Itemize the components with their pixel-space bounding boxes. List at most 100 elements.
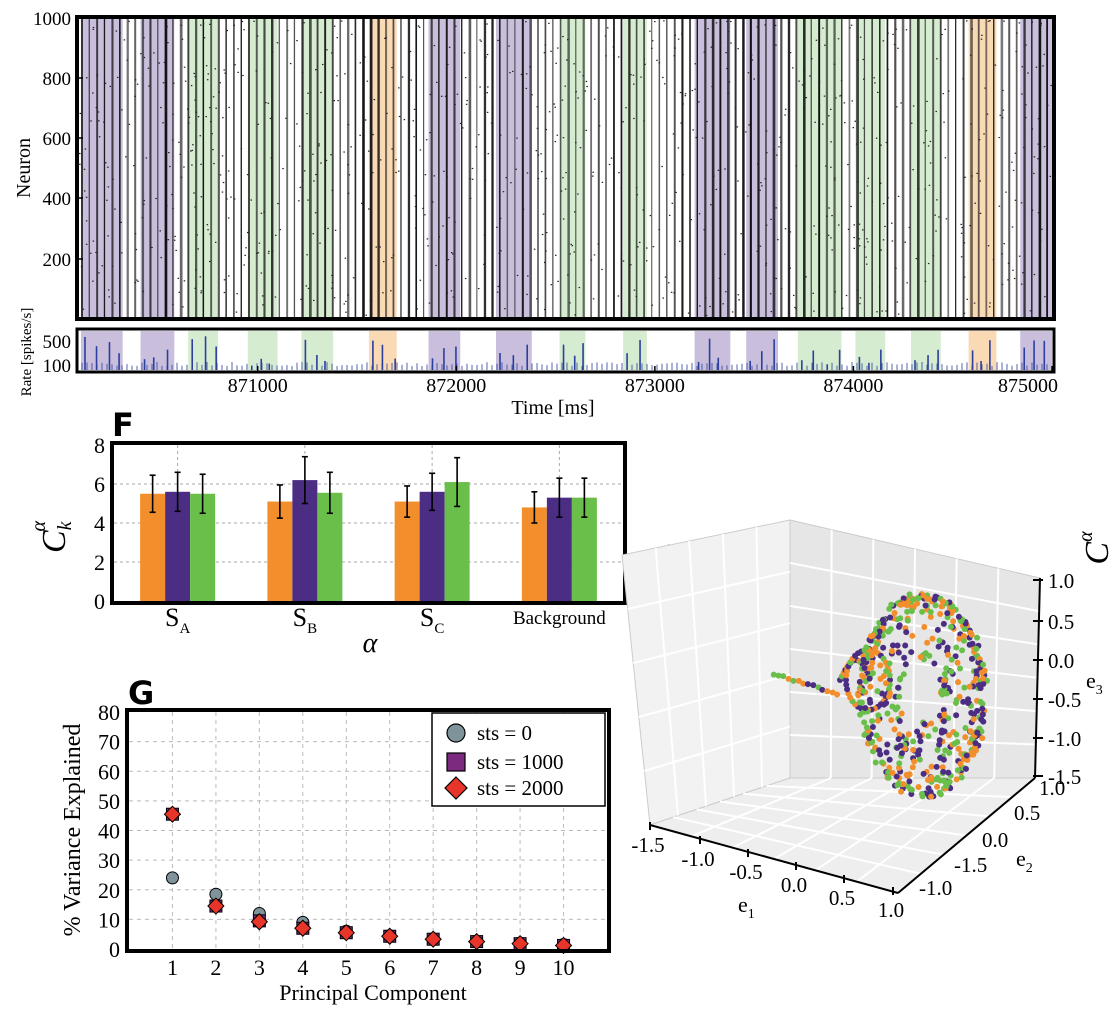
trajectory-point (979, 675, 986, 682)
trajectory-point (917, 738, 924, 745)
spike-dot (219, 174, 222, 176)
spike-dot (258, 242, 261, 244)
spike-dot (95, 106, 98, 109)
spike-dot (424, 174, 427, 176)
spike-column (210, 19, 213, 317)
trajectory-point (961, 684, 968, 691)
spike-dot (934, 214, 936, 216)
spike-dot (307, 287, 310, 290)
spike-dot (843, 102, 846, 104)
spike-dot (103, 121, 105, 123)
spike-column (635, 19, 638, 317)
spike-dot (604, 35, 607, 37)
spike-dot (331, 274, 333, 277)
spike-dot (979, 180, 981, 182)
spike-dot (303, 22, 305, 24)
spike-dot (971, 28, 974, 30)
spike-dot (557, 47, 559, 49)
spike-dot (413, 108, 416, 110)
g-y-tick: 10 (98, 907, 120, 932)
spike-dot (815, 233, 817, 235)
trajectory-point (936, 741, 943, 748)
spike-dot (479, 39, 481, 41)
trajectory-point (968, 631, 975, 638)
spike-dot (267, 252, 270, 254)
spike-dot (497, 39, 499, 42)
spike-dot (764, 24, 767, 26)
spike-dot (585, 129, 587, 132)
spike-dot (199, 276, 202, 278)
spike-dot (209, 233, 211, 235)
spike-dot (143, 37, 145, 39)
spike-dot (757, 260, 760, 263)
spike-dot (330, 154, 332, 156)
f-y-tick: 2 (94, 550, 105, 575)
trajectory-point (951, 740, 958, 747)
trajectory-point (876, 628, 883, 635)
spike-dot (904, 241, 906, 243)
spike-dot (927, 262, 930, 265)
spike-dot (823, 95, 826, 97)
spike-dot (169, 165, 171, 168)
rate-tick-500: 500 (43, 332, 72, 353)
spike-dot (390, 290, 392, 292)
spike-dot (548, 22, 550, 24)
spike-column (430, 19, 433, 317)
spike-dot (966, 298, 969, 300)
spike-dot (125, 156, 127, 158)
spike-dot (224, 72, 226, 74)
spike-dot (483, 234, 486, 236)
trajectory-point (960, 632, 967, 639)
spike-dot (759, 189, 761, 191)
spike-dot (206, 224, 209, 226)
spike-dot (795, 308, 797, 310)
legend-marker-square (446, 752, 466, 772)
spike-dot (331, 52, 333, 54)
spike-dot (490, 122, 493, 124)
point-sts = 2000 (424, 930, 442, 948)
spike-dot (443, 170, 445, 172)
spike-dot (564, 85, 567, 87)
spike-dot (486, 111, 489, 113)
trajectory-point (935, 643, 942, 650)
h-grid-lines (627, 526, 1041, 883)
spike-dot (687, 312, 690, 314)
spike-dot (324, 194, 326, 197)
spike-dot (143, 203, 145, 205)
spike-dot (135, 248, 138, 251)
spike-dot (80, 266, 83, 268)
point-sts = 2000 (207, 897, 225, 915)
f-y-tick: 6 (94, 472, 105, 497)
spike-column (286, 19, 289, 317)
spike-dot (475, 146, 477, 148)
trajectory-point (979, 735, 986, 742)
trajectory-point (886, 690, 893, 697)
spike-dot (540, 170, 543, 173)
spike-dot (372, 133, 374, 136)
spike-dot (640, 76, 642, 78)
spike-dot (500, 250, 502, 252)
trajectory-point (867, 683, 874, 690)
panel-f-frame (110, 441, 627, 605)
spike-column (985, 19, 988, 317)
h-e1-axis-label: e1 (738, 892, 755, 922)
spike-column (825, 19, 829, 317)
spike-dot (838, 224, 840, 226)
trajectory-point (869, 659, 876, 666)
spike-column (369, 19, 373, 317)
trajectory-point (962, 765, 969, 772)
spike-dot (710, 46, 713, 48)
spike-column (423, 19, 425, 317)
spike-dot (582, 75, 584, 77)
spike-dot (305, 285, 308, 287)
spike-dot (723, 253, 726, 255)
e2-tick-label: 1.0 (1039, 776, 1065, 800)
spike-dot (296, 123, 298, 125)
trajectory-point (873, 732, 880, 739)
trajectory-point (924, 639, 931, 646)
spike-dot (435, 264, 437, 267)
spike-dot (897, 195, 900, 198)
spike-dot (263, 211, 265, 213)
raster-panel: 1000 800 600 400 200 Neuron (13, 9, 1056, 321)
trajectory-point (775, 672, 782, 679)
